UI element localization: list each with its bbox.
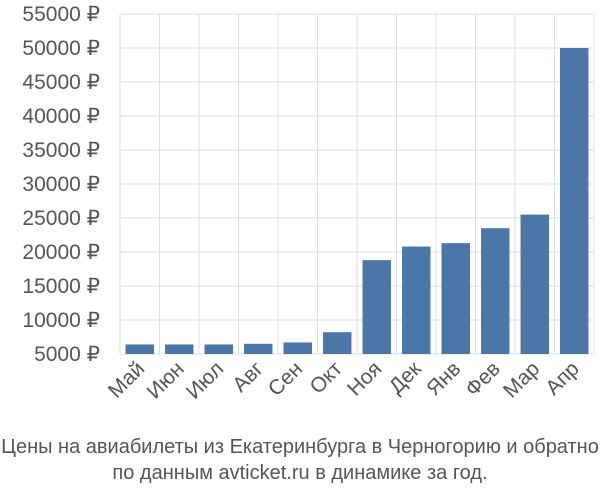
- y-tick-label: 40000 ₽: [22, 105, 100, 128]
- y-tick-label: 5000 ₽: [34, 343, 100, 366]
- chart-caption-line-1: Цены на авиабилеты из Екатеринбурга в Че…: [1, 436, 599, 458]
- bar-1: [125, 344, 154, 354]
- bar-4: [244, 343, 273, 354]
- x-tick-label: Авг: [228, 357, 268, 397]
- y-tick-label: 35000 ₽: [22, 139, 100, 162]
- x-tick-label: Янв: [422, 357, 465, 400]
- x-tick-label: Фев: [461, 357, 505, 401]
- bar-12: [560, 48, 589, 354]
- y-tick-label: 55000 ₽: [22, 3, 100, 26]
- y-axis-ticks: 5000 ₽ 10000 ₽ 15000 ₽ 20000 ₽ 25000 ₽ 30000 …: [22, 3, 100, 366]
- x-tick-label: Ноя: [343, 357, 386, 400]
- bar-3: [204, 344, 233, 354]
- bars-layer: [125, 48, 589, 354]
- chart-caption-line-2: по данным avticket.ru в динамике за год.: [112, 462, 488, 484]
- x-tick-label: Апр: [541, 357, 583, 399]
- x-tick-label: Июн: [143, 357, 189, 403]
- x-tick-label: Июл: [182, 357, 228, 403]
- bar-9: [441, 243, 470, 354]
- x-tick-label: Окт: [305, 357, 347, 399]
- bar-5: [283, 342, 312, 354]
- x-tick-label: Мар: [499, 357, 544, 402]
- y-tick-label: 25000 ₽: [22, 207, 100, 230]
- y-tick-label: 50000 ₽: [22, 37, 100, 60]
- price-bar-chart: 5000 ₽ 10000 ₽ 15000 ₽ 20000 ₽ 25000 ₽ 30000 …: [22, 3, 595, 404]
- bar-11: [520, 214, 549, 354]
- x-tick-label: Май: [104, 357, 149, 402]
- y-tick-label: 10000 ₽: [22, 309, 100, 332]
- bar-2: [165, 344, 194, 354]
- y-tick-label: 45000 ₽: [22, 71, 100, 94]
- x-tick-label: Сен: [264, 357, 307, 400]
- y-tick-label: 20000 ₽: [22, 241, 100, 264]
- y-tick-label: 30000 ₽: [22, 173, 100, 196]
- y-tick-label: 15000 ₽: [22, 275, 100, 298]
- x-tick-label: Дек: [385, 357, 427, 399]
- bar-6: [323, 332, 352, 354]
- bar-10: [481, 228, 510, 354]
- bar-7: [362, 260, 391, 354]
- bar-8: [402, 246, 431, 354]
- grid-layer: [119, 13, 595, 355]
